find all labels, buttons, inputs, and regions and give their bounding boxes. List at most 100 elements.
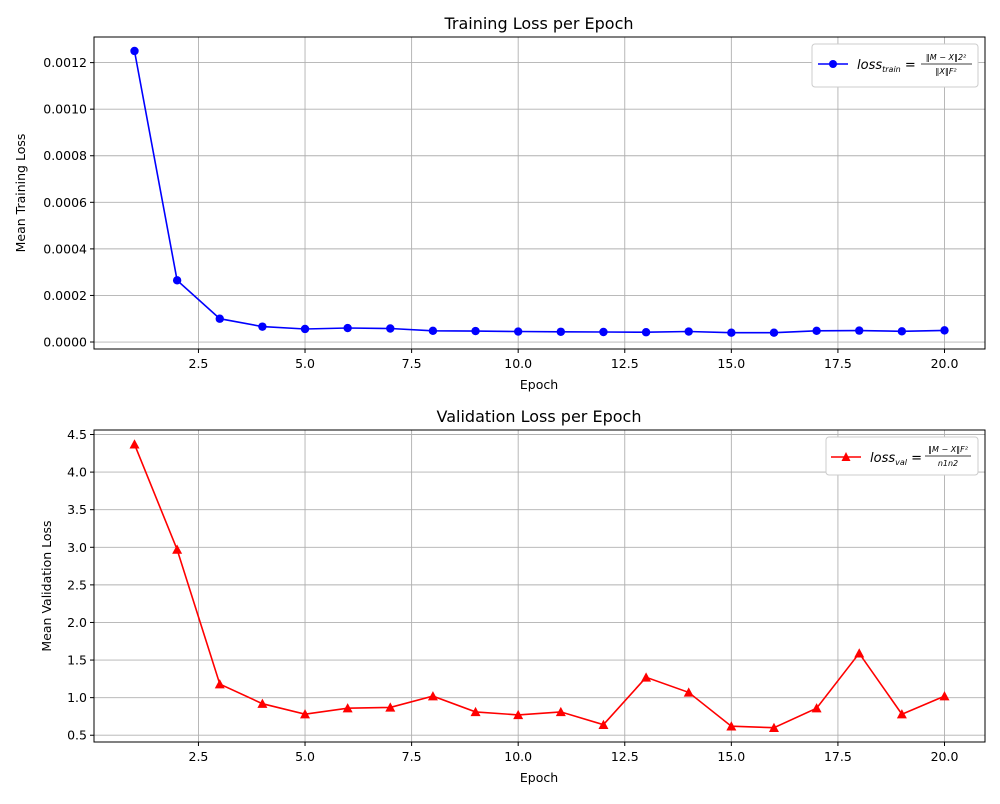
y-axis: 0.0000 0.0002 0.0004 0.0006 0.0008 0.0010 0.00… <box>43 55 94 350</box>
data-point <box>172 276 182 285</box>
data-point <box>555 706 566 717</box>
x-tick-label: 20.0 <box>931 749 959 764</box>
legend-numerator: ‖M − X‖F² <box>928 445 969 454</box>
y-axis-label: Mean Validation Loss <box>39 520 54 651</box>
legend-equals: = <box>901 58 916 73</box>
data-point <box>257 698 268 708</box>
legend-label: lossval = <box>870 451 922 467</box>
series-group <box>129 439 950 732</box>
data-point <box>812 326 821 336</box>
data-point <box>811 703 822 713</box>
x-tick-label: 5.0 <box>295 356 315 371</box>
legend: lossval = ‖M − X‖F² n1n2 <box>825 436 979 476</box>
data-point <box>641 672 652 682</box>
data-point <box>386 324 395 333</box>
data-point <box>768 722 779 732</box>
y-tick-label: 2.0 <box>67 615 87 630</box>
data-point <box>684 327 693 336</box>
legend-denominator: n1n2 <box>938 459 958 468</box>
y-tick-label: 0.0004 <box>43 241 87 256</box>
x-tick-label: 7.5 <box>402 749 422 764</box>
x-tick-label: 12.5 <box>611 749 639 764</box>
legend-denominator: ‖X‖F² <box>935 67 957 76</box>
data-point <box>342 703 353 713</box>
y-tick-label: 3.5 <box>67 502 87 517</box>
chart-title: Validation Loss per Epoch <box>437 407 642 426</box>
y-tick-label: 4.5 <box>67 427 87 442</box>
data-point <box>513 709 524 720</box>
data-point <box>428 326 438 336</box>
data-point <box>214 679 225 689</box>
y-tick-label: 3.0 <box>67 540 87 555</box>
legend-subscript: train <box>882 65 901 74</box>
x-tick-label: 17.5 <box>824 749 852 764</box>
x-tick-label: 10.0 <box>504 749 532 764</box>
x-tick-label: 15.0 <box>717 749 745 764</box>
data-point <box>130 46 139 56</box>
legend-main: loss <box>857 58 882 73</box>
x-tick-label: 2.5 <box>189 356 209 371</box>
data-point <box>427 691 438 701</box>
data-point <box>727 328 736 337</box>
data-point <box>855 326 864 335</box>
y-axis: 0.5 1.0 1.5 2.0 2.5 3.0 3.5 4.0 4.5 <box>67 427 94 743</box>
data-point <box>940 326 949 335</box>
legend-equals: = <box>907 451 922 466</box>
data-point <box>641 328 651 337</box>
y-tick-label: 1.5 <box>67 653 87 668</box>
x-tick-label: 10.0 <box>504 356 532 371</box>
data-point <box>769 328 779 337</box>
x-axis-label: Epoch <box>520 377 558 392</box>
data-point <box>556 327 566 336</box>
data-point <box>215 314 224 323</box>
validation-loss-chart: Validation Loss per Epoch 2.5 5.0 7.5 10.0 1… <box>39 407 986 785</box>
y-axis-label: Mean Training Loss <box>13 134 28 253</box>
chart-title: Training Loss per Epoch <box>443 14 633 33</box>
legend-marker-sample <box>829 60 837 68</box>
legend-marker-sample <box>841 452 851 461</box>
legend-frame <box>811 43 979 88</box>
legend-frame <box>825 436 979 476</box>
data-point <box>258 322 267 331</box>
y-tick-label: 4.0 <box>67 465 87 480</box>
data-point <box>854 648 865 658</box>
data-point <box>300 709 311 719</box>
data-point <box>897 327 907 336</box>
data-point <box>726 721 737 731</box>
x-tick-label: 12.5 <box>611 356 639 371</box>
data-point <box>471 326 480 336</box>
data-point <box>513 327 523 336</box>
data-point <box>172 544 183 554</box>
data-point <box>470 706 481 717</box>
grid <box>94 430 985 742</box>
data-point <box>385 702 396 712</box>
y-tick-label: 1.0 <box>67 690 87 705</box>
series-line <box>133 443 945 729</box>
x-axis: 2.5 5.0 7.5 10.0 12.5 15.0 17.5 20.0 <box>189 742 959 764</box>
x-tick-label: 15.0 <box>717 356 745 371</box>
legend-subscript: val <box>895 458 908 467</box>
training-loss-chart: Training Loss per Epoch 2.5 5.0 7.5 10.0 12.… <box>13 14 986 392</box>
legend-label: losstrain = <box>857 58 916 74</box>
data-point <box>896 709 907 719</box>
legend-numerator: ‖M − X‖2² <box>926 53 967 62</box>
y-tick-label: 0.0000 <box>43 335 87 350</box>
x-tick-label: 7.5 <box>402 356 422 371</box>
y-tick-label: 0.0012 <box>43 55 87 70</box>
data-point <box>300 324 310 334</box>
plot-area <box>93 429 986 743</box>
data-point <box>598 719 609 729</box>
series-line <box>133 50 945 334</box>
y-tick-label: 0.0002 <box>43 288 87 303</box>
x-tick-label: 2.5 <box>189 749 209 764</box>
data-point <box>939 691 950 701</box>
legend-main: loss <box>870 451 895 466</box>
x-tick-label: 20.0 <box>931 356 959 371</box>
x-tick-label: 5.0 <box>295 749 315 764</box>
x-tick-label: 17.5 <box>824 356 852 371</box>
y-tick-label: 0.0006 <box>43 195 87 210</box>
x-axis-label: Epoch <box>520 770 558 785</box>
data-point <box>683 687 694 697</box>
data-point <box>599 327 608 337</box>
data-point <box>343 323 352 333</box>
